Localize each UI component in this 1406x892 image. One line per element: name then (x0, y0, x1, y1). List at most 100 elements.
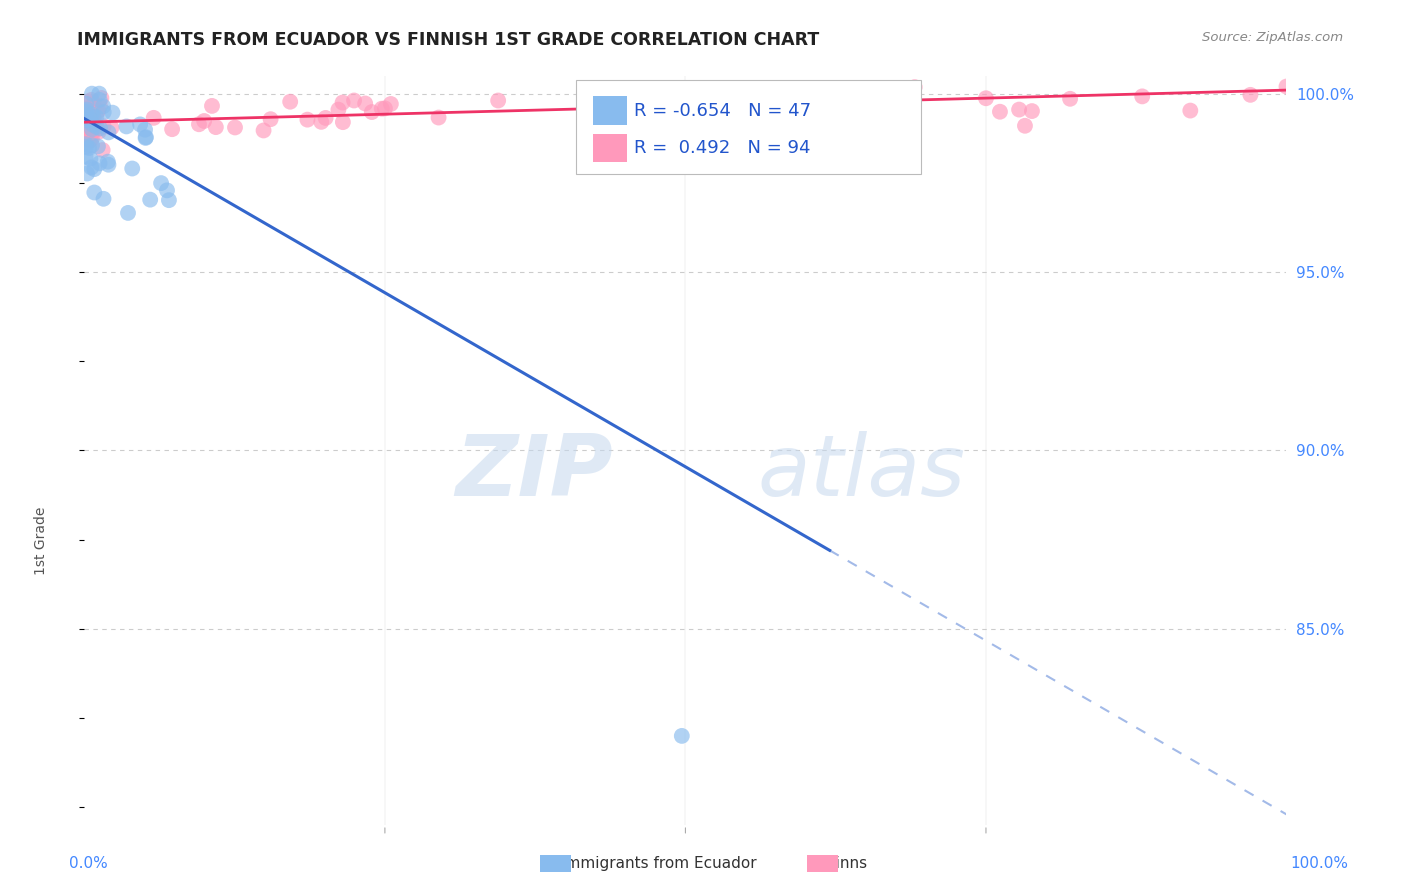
Point (135, 130, 157, 145)
Point (193, 114, 215, 128)
Text: 0.0%: 0.0% (69, 856, 108, 871)
Point (252, 123, 274, 137)
Point (91, 143, 114, 157)
Text: atlas: atlas (758, 432, 966, 515)
Point (90, 91, 112, 105)
Point (75, 118, 97, 132)
Point (77, 120, 100, 135)
Point (80, 112, 103, 127)
Point (93, 192, 115, 206)
Point (1180, 103, 1202, 118)
Point (89, 87, 111, 101)
Point (150, 176, 173, 190)
Text: Immigrants from Ecuador: Immigrants from Ecuador (561, 856, 756, 871)
Point (84, 118, 107, 132)
Point (80, 132, 103, 146)
Point (89, 156, 111, 170)
Point (794, 95, 817, 110)
Point (80, 116, 103, 130)
Text: 100.0%: 100.0% (1289, 856, 1348, 871)
Point (75, 96, 97, 111)
Point (75, 137, 97, 152)
Point (157, 193, 180, 207)
Point (974, 91, 997, 105)
Point (83, 111, 105, 125)
Text: ZIP: ZIP (456, 432, 613, 515)
Point (89, 121, 111, 136)
Point (759, 118, 782, 132)
Point (332, 95, 354, 110)
Point (371, 102, 394, 116)
Point (77, 123, 100, 137)
Point (100, 120, 122, 135)
Point (297, 112, 319, 127)
Point (75, 124, 97, 138)
Point (80, 107, 103, 121)
Point (79, 95, 101, 109)
Point (115, 120, 138, 134)
Point (82, 120, 104, 135)
Point (79, 106, 101, 120)
Text: R =  0.492   N = 94: R = 0.492 N = 94 (634, 139, 811, 157)
Point (76, 102, 98, 116)
Point (121, 161, 143, 176)
Point (343, 94, 366, 108)
Point (79, 111, 101, 125)
Point (75, 120, 97, 134)
Point (75, 119, 97, 133)
Point (117, 206, 139, 220)
Point (380, 97, 402, 112)
Point (718, 120, 741, 134)
Point (79, 133, 101, 147)
Point (76, 122, 98, 136)
Point (686, 111, 709, 125)
Point (97, 125, 120, 139)
Y-axis label: 1st Grade: 1st Grade (34, 506, 48, 574)
Point (135, 131, 157, 145)
Point (75, 111, 97, 125)
Point (360, 105, 382, 120)
Point (188, 117, 211, 131)
Point (671, 729, 693, 743)
Point (156, 183, 179, 197)
Point (1008, 103, 1031, 117)
Point (1275, 79, 1298, 94)
Point (733, 98, 755, 112)
Point (374, 101, 396, 115)
Point (75, 118, 97, 132)
Point (83, 96, 105, 111)
Point (83, 186, 105, 200)
Point (134, 122, 156, 136)
Point (75, 150, 97, 164)
Point (91, 99, 114, 113)
Point (86, 122, 108, 136)
Point (93, 119, 115, 133)
Point (75, 101, 97, 115)
Point (79, 107, 101, 121)
Point (76, 122, 98, 136)
Point (87, 103, 110, 118)
Point (160, 122, 183, 136)
Point (1130, 89, 1153, 103)
Point (76, 121, 98, 136)
Point (77, 128, 100, 142)
Point (97, 158, 120, 172)
Point (80, 161, 103, 175)
Point (75, 123, 97, 137)
Text: R = -0.654   N = 47: R = -0.654 N = 47 (634, 102, 811, 120)
Point (75, 104, 97, 119)
Point (205, 120, 228, 135)
Point (142, 111, 165, 125)
Point (82, 118, 104, 132)
Point (86, 120, 108, 134)
Point (75, 125, 97, 139)
Point (80, 122, 103, 136)
Point (738, 105, 761, 120)
Point (79, 152, 101, 166)
Text: Source: ZipAtlas.com: Source: ZipAtlas.com (1202, 31, 1343, 45)
Point (332, 115, 354, 129)
Point (354, 96, 377, 111)
Point (75, 130, 97, 145)
Point (80, 126, 103, 140)
Point (486, 94, 509, 108)
